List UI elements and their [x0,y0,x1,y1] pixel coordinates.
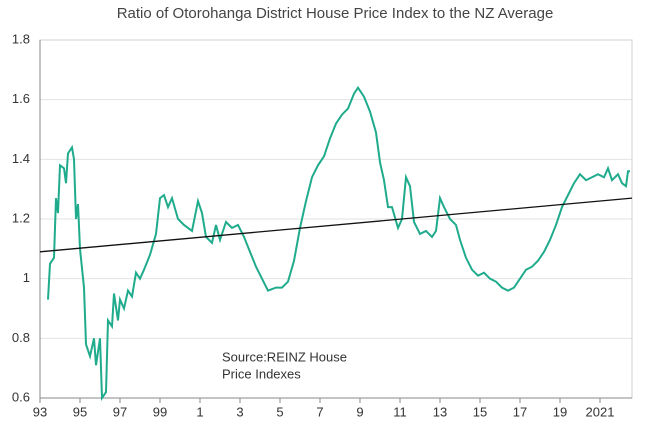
y-tick-label: 1.8 [12,31,30,46]
x-tick-label: 3 [236,404,243,419]
x-tick-label: 95 [73,404,87,419]
x-tick-label: 19 [553,404,567,419]
x-tick-label: 9 [356,404,363,419]
x-tick-label: 93 [33,404,47,419]
x-tick-label: 7 [316,404,323,419]
x-tick-label: 5 [276,404,283,419]
x-tick-label: 13 [433,404,447,419]
source-note: Price Indexes [222,366,301,381]
x-tick-label: 2021 [586,404,615,419]
x-tick-label: 99 [153,404,167,419]
y-tick-label: 1 [23,270,30,285]
series-line [47,85,630,402]
y-tick-label: 1.4 [12,151,30,166]
x-tick-label: 97 [113,404,127,419]
x-tick-label: 15 [473,404,487,419]
x-tick-label: 1 [196,404,203,419]
series-line [39,197,633,253]
x-tick-label: 17 [513,404,527,419]
y-tick-label: 0.6 [12,389,30,404]
y-tick-label: 1.6 [12,91,30,106]
y-tick-label: 0.8 [12,330,30,345]
chart-title: Ratio of Otorohanga District House Price… [117,5,554,22]
source-note: Source:REINZ House [222,349,347,364]
y-tick-label: 1.2 [12,210,30,225]
x-tick-label: 11 [393,404,407,419]
